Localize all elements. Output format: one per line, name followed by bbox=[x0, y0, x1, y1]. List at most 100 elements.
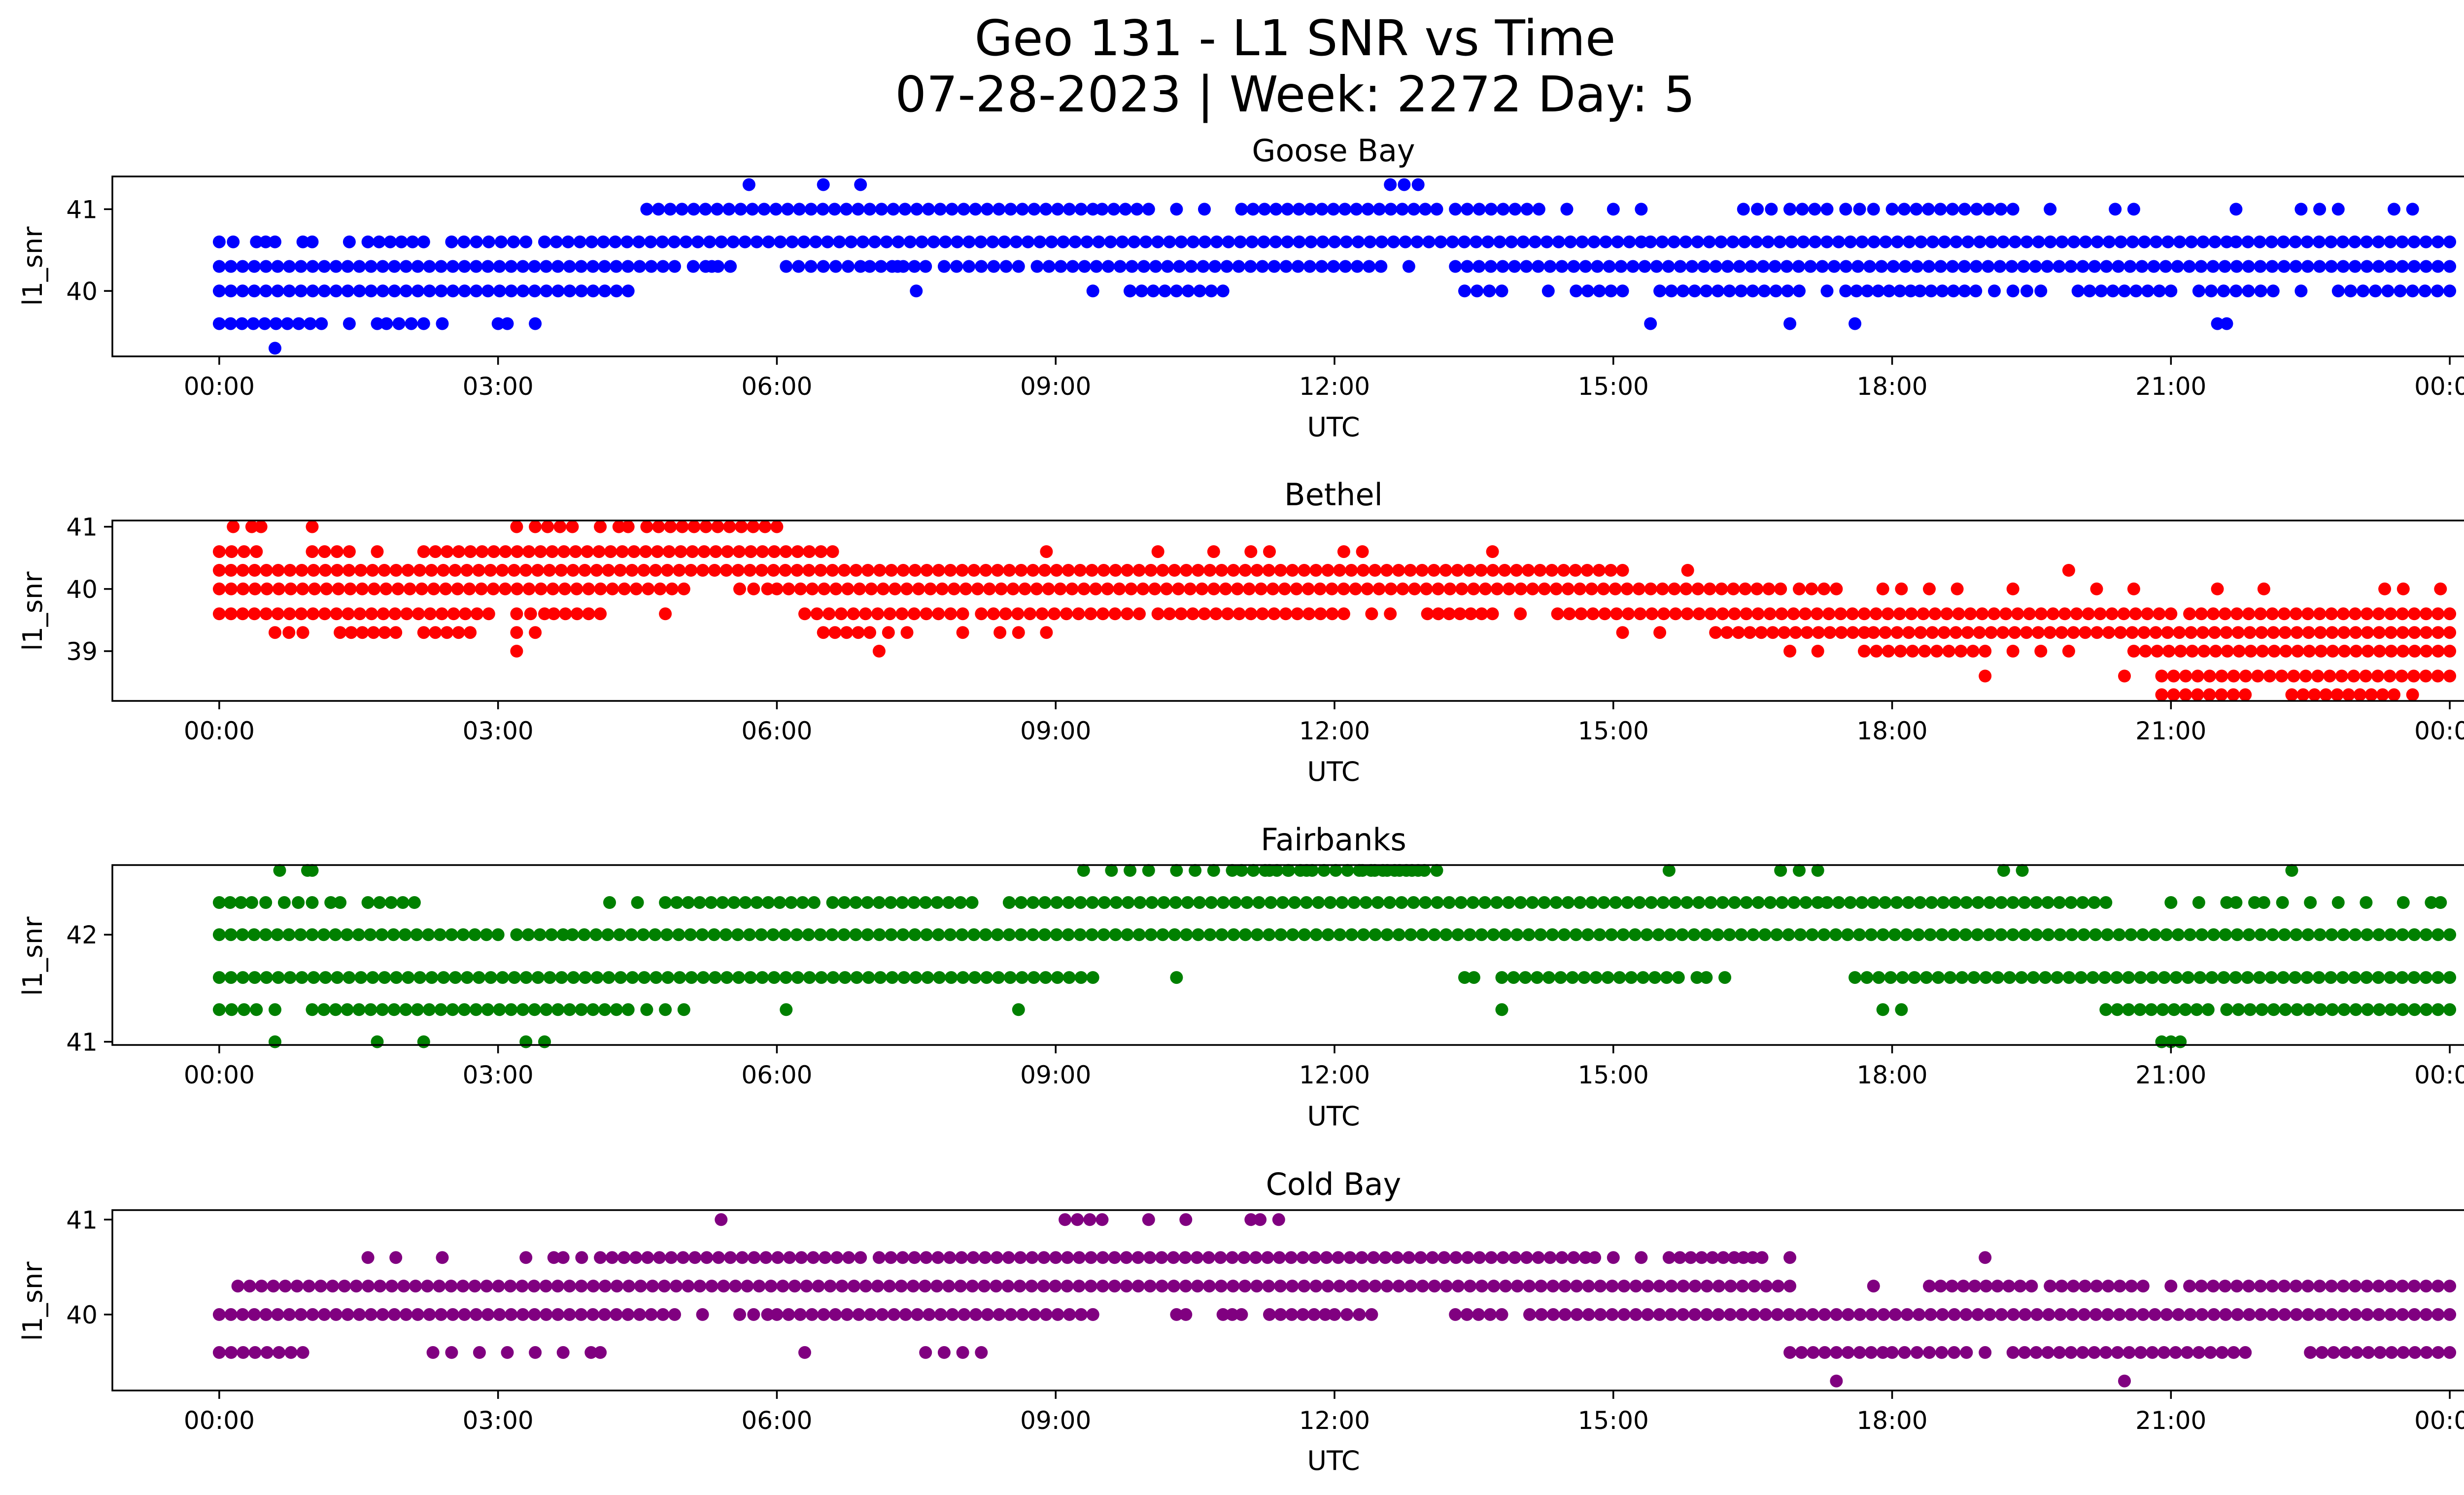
data-point bbox=[1012, 1003, 1025, 1016]
data-point bbox=[2394, 284, 2407, 298]
data-point bbox=[296, 1346, 309, 1359]
data-point bbox=[1987, 607, 2001, 621]
data-point bbox=[2211, 582, 2224, 595]
data-point bbox=[871, 607, 884, 621]
data-point bbox=[1934, 260, 1948, 273]
data-point bbox=[2067, 626, 2080, 639]
data-point bbox=[1035, 607, 1049, 621]
data-point bbox=[1633, 896, 1646, 909]
data-point bbox=[1068, 235, 1082, 248]
data-point bbox=[2431, 971, 2444, 984]
data-point bbox=[932, 564, 945, 577]
data-point bbox=[307, 607, 320, 621]
data-points bbox=[212, 178, 2457, 355]
data-point bbox=[2381, 284, 2395, 298]
data-point bbox=[1179, 1308, 1193, 1321]
data-point bbox=[1667, 235, 1680, 248]
data-point bbox=[2218, 260, 2231, 273]
data-point bbox=[371, 545, 384, 558]
data-point bbox=[946, 1308, 959, 1321]
data-point bbox=[1077, 582, 1091, 595]
data-point bbox=[1792, 260, 1805, 273]
data-point bbox=[668, 1308, 681, 1321]
data-point bbox=[1830, 582, 1843, 595]
data-point bbox=[1062, 971, 1076, 984]
data-point bbox=[2184, 1308, 2197, 1321]
data-point bbox=[1478, 896, 1492, 909]
data-point bbox=[705, 260, 719, 273]
data-point bbox=[1954, 645, 1968, 658]
data-point bbox=[563, 1308, 576, 1321]
data-point bbox=[864, 1308, 877, 1321]
data-point bbox=[306, 260, 319, 273]
data-point bbox=[919, 896, 932, 909]
data-point bbox=[900, 582, 913, 595]
data-point bbox=[1113, 260, 1127, 273]
data-point bbox=[2006, 928, 2019, 941]
data-point bbox=[1175, 235, 1188, 248]
data-point bbox=[1830, 1346, 1843, 1359]
data-point bbox=[2277, 260, 2291, 273]
data-point bbox=[1116, 235, 1129, 248]
data-point bbox=[1286, 928, 1300, 941]
data-point bbox=[528, 284, 541, 298]
y-tick-label: 42 bbox=[66, 921, 98, 949]
data-point bbox=[451, 582, 464, 595]
data-point bbox=[1030, 582, 1043, 595]
data-point bbox=[2251, 669, 2264, 683]
data-point bbox=[2241, 235, 2255, 248]
data-point bbox=[2308, 688, 2321, 701]
data-point bbox=[1844, 235, 1857, 248]
data-point bbox=[2076, 896, 2089, 909]
data-point bbox=[1074, 203, 1088, 216]
data-point bbox=[817, 626, 830, 639]
data-point bbox=[2157, 1346, 2171, 1359]
data-point bbox=[944, 564, 957, 577]
data-point bbox=[2146, 1346, 2159, 1359]
data-point bbox=[1235, 203, 1248, 216]
data-point bbox=[1632, 582, 1645, 595]
data-point bbox=[2079, 626, 2092, 639]
data-point bbox=[342, 607, 355, 621]
data-point bbox=[2114, 235, 2127, 248]
data-point bbox=[2434, 582, 2447, 595]
data-point bbox=[2361, 1280, 2374, 1293]
data-point bbox=[1588, 1251, 1602, 1264]
data-point bbox=[2173, 626, 2186, 639]
data-point bbox=[1471, 284, 1484, 298]
data-point bbox=[585, 235, 598, 248]
data-point bbox=[1428, 928, 1441, 941]
data-point bbox=[2220, 235, 2233, 248]
data-point bbox=[2388, 688, 2400, 701]
data-point bbox=[743, 564, 756, 577]
data-point bbox=[1641, 1280, 1654, 1293]
data-point bbox=[2384, 1308, 2397, 1321]
data-point bbox=[1980, 1280, 1993, 1293]
data-point bbox=[1850, 284, 1863, 298]
data-point bbox=[2254, 260, 2267, 273]
data-point bbox=[682, 1280, 695, 1293]
data-point bbox=[224, 607, 238, 621]
data-point bbox=[1848, 317, 1862, 330]
data-point bbox=[780, 260, 793, 273]
data-point bbox=[697, 971, 710, 984]
data-point bbox=[292, 896, 305, 909]
panel-title: Bethel bbox=[1284, 477, 1383, 513]
data-point bbox=[687, 520, 701, 533]
data-point bbox=[361, 896, 375, 909]
data-point bbox=[1551, 607, 1564, 621]
data-point bbox=[2205, 284, 2218, 298]
data-point bbox=[992, 971, 1005, 984]
data-point bbox=[2126, 235, 2139, 248]
data-point bbox=[1189, 864, 1202, 877]
data-point bbox=[501, 317, 514, 330]
data-point bbox=[720, 971, 733, 984]
data-point bbox=[2229, 971, 2242, 984]
data-point bbox=[882, 626, 895, 639]
data-point bbox=[1546, 1280, 1560, 1293]
data-point bbox=[1279, 260, 1293, 273]
data-point bbox=[306, 1003, 319, 1016]
data-point bbox=[874, 260, 888, 273]
data-point bbox=[243, 1280, 256, 1293]
data-point bbox=[815, 971, 828, 984]
